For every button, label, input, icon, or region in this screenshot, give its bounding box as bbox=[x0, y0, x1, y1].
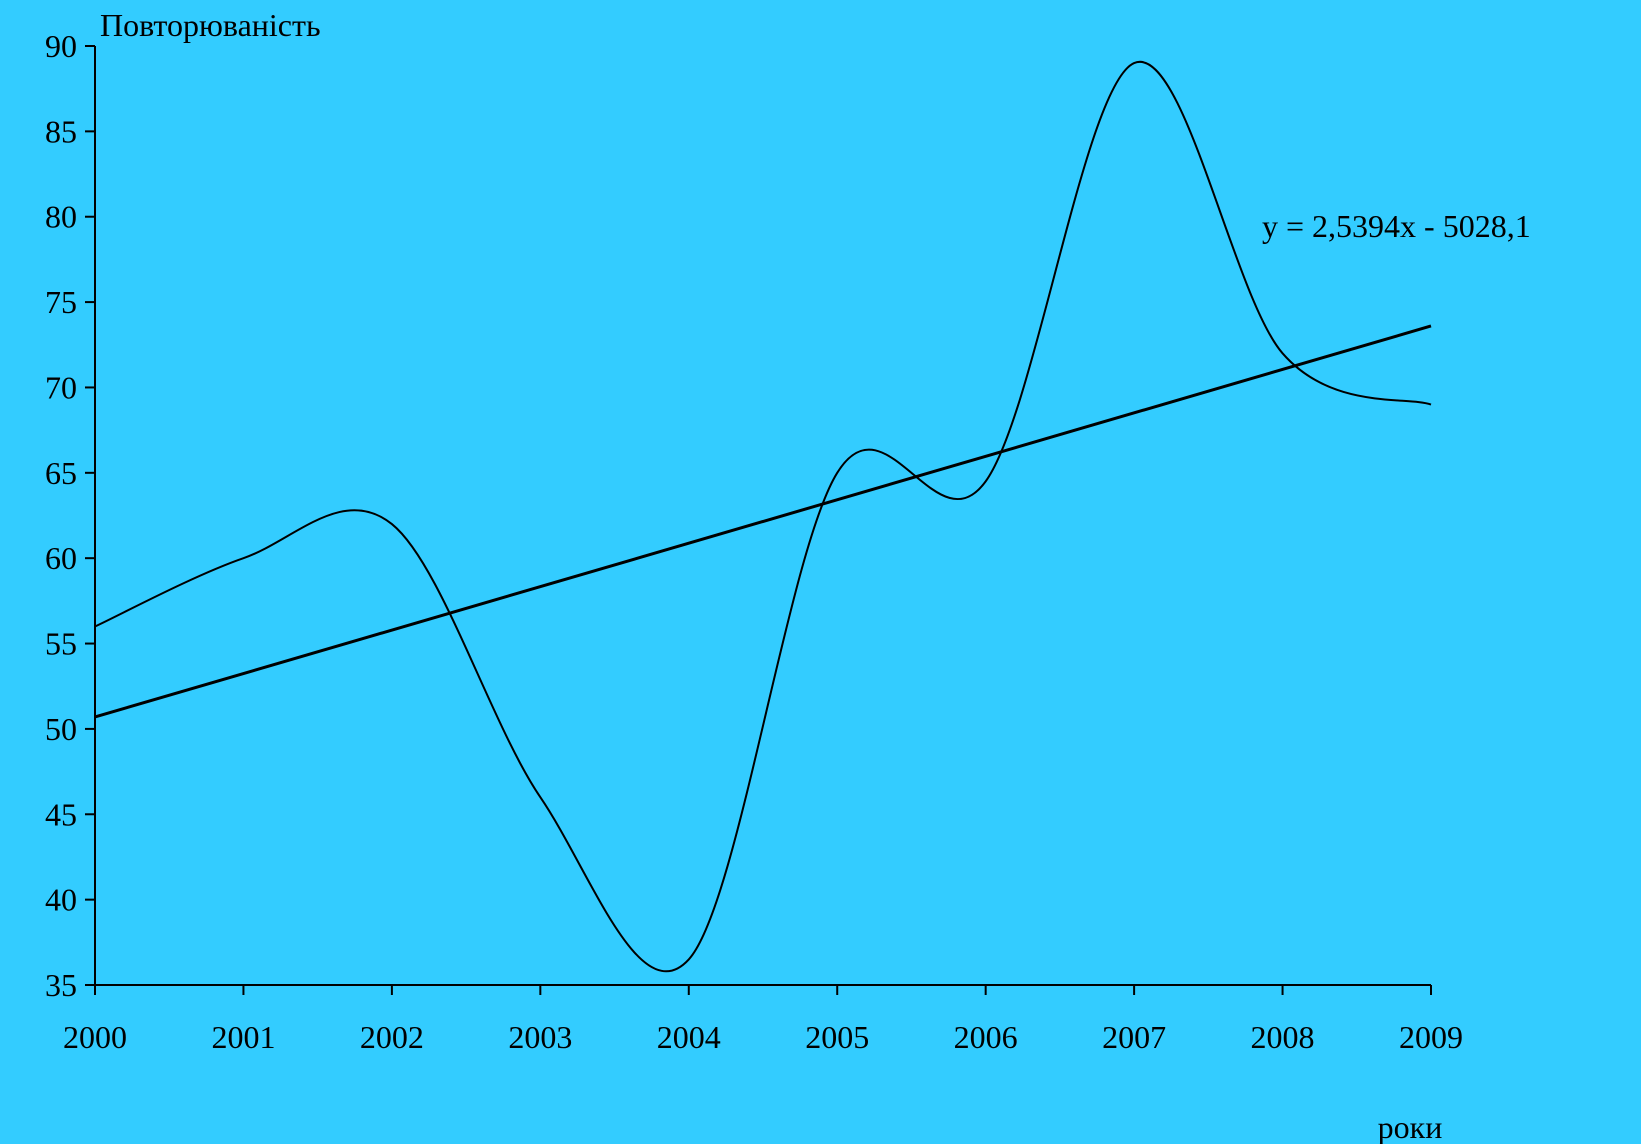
x-ticks: 2000 2001 2002 2003 2004 2005 2006 2007 2008 2009 bbox=[63, 985, 1463, 1055]
y-tick-label: 80 bbox=[45, 199, 77, 235]
y-tick-label: 60 bbox=[45, 540, 77, 576]
y-tick-label: 55 bbox=[45, 626, 77, 662]
x-tick-label: 2000 bbox=[63, 1019, 127, 1055]
x-tick-label: 2007 bbox=[1102, 1019, 1166, 1055]
y-tick-label: 75 bbox=[45, 284, 77, 320]
y-tick-label: 70 bbox=[45, 369, 77, 405]
series-line bbox=[94, 60, 1432, 973]
y-tick-label: 50 bbox=[45, 711, 77, 747]
y-tick-label: 65 bbox=[45, 455, 77, 491]
y-ticks: 35 40 45 50 55 60 65 70 75 80 85 90 bbox=[45, 28, 95, 1003]
y-tick-label: 90 bbox=[45, 28, 77, 64]
x-tick-label: 2003 bbox=[508, 1019, 572, 1055]
y-tick-label: 85 bbox=[45, 113, 77, 149]
y-tick-label: 45 bbox=[45, 796, 77, 832]
x-tick-label: 2002 bbox=[360, 1019, 424, 1055]
x-tick-label: 2001 bbox=[211, 1019, 275, 1055]
x-tick-label: 2009 bbox=[1399, 1019, 1463, 1055]
series-layer bbox=[94, 60, 1432, 973]
trendline-equation: y = 2,5394x - 5028,1 bbox=[1262, 208, 1531, 244]
trendline bbox=[94, 324, 1432, 719]
x-tick-label: 2005 bbox=[805, 1019, 869, 1055]
y-axis-title: Повторюваність bbox=[100, 7, 321, 43]
x-tick-label: 2008 bbox=[1251, 1019, 1315, 1055]
x-axis-title: роки bbox=[1378, 1109, 1443, 1144]
x-tick-label: 2006 bbox=[954, 1019, 1018, 1055]
y-tick-label: 40 bbox=[45, 882, 77, 918]
y-tick-label: 35 bbox=[45, 967, 77, 1003]
x-tick-label: 2004 bbox=[657, 1019, 721, 1055]
